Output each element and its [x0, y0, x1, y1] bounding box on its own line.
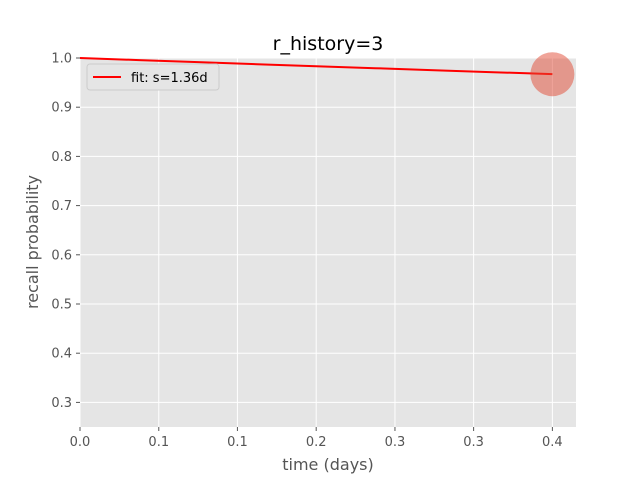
x-tick-label: 0.3 [463, 435, 484, 450]
legend-label: fit: s=1.36d [131, 71, 208, 86]
chart-title: r_history=3 [273, 33, 384, 55]
x-tick-label: 0.1 [148, 435, 169, 450]
plot-background [80, 58, 576, 427]
y-tick-label: 0.5 [51, 298, 72, 313]
x-axis-label: time (days) [282, 455, 373, 474]
y-tick-label: 0.7 [51, 199, 72, 214]
x-tick-label: 0.2 [306, 435, 327, 450]
x-tick-label: 0.0 [70, 435, 91, 450]
y-axis-label: recall probability [23, 175, 42, 309]
x-ticks: 0.0 0.1 0.1 0.2 0.3 0.3 0.4 [70, 427, 563, 450]
legend-box [86, 63, 220, 91]
x-tick-label: 0.4 [542, 435, 563, 450]
y-tick-label: 0.9 [51, 101, 72, 116]
y-tick-label: 0.8 [51, 150, 72, 165]
fit-line [79, 57, 553, 76]
x-tick-label: 0.1 [227, 435, 248, 450]
plot-area [79, 52, 575, 97]
grid [79, 57, 576, 427]
data-point [530, 52, 575, 97]
y-tick-label: 0.4 [51, 347, 72, 362]
y-tick-label: 0.6 [51, 248, 72, 263]
y-ticks: 0.3 0.4 0.5 0.6 0.7 0.8 0.9 1.0 [51, 52, 80, 411]
x-tick-label: 0.3 [385, 435, 406, 450]
y-tick-label: 1.0 [51, 52, 72, 67]
legend: fit: s=1.36d [86, 63, 220, 91]
y-tick-label: 0.3 [51, 396, 72, 411]
